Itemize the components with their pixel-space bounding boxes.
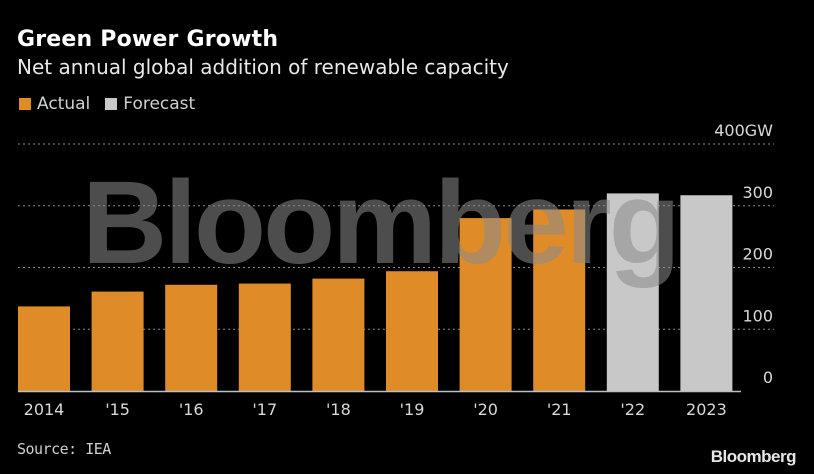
bar-forecast <box>680 195 733 391</box>
x-tick-label: '16 <box>179 400 204 419</box>
x-tick-label: '19 <box>400 400 425 419</box>
x-tick-label: 2023 <box>686 400 727 419</box>
bar-actual <box>459 218 512 391</box>
legend-label-actual: Actual <box>37 94 91 114</box>
x-tick-label: '22 <box>620 400 645 419</box>
x-tick-label: '21 <box>547 400 572 419</box>
bar-actual <box>312 278 365 391</box>
y-tick-label: 300 <box>742 183 773 202</box>
y-tick-label: 100 <box>742 306 773 325</box>
bar-actual <box>533 209 586 391</box>
legend-item-actual: Actual <box>19 94 90 114</box>
legend-swatch-forecast <box>105 98 118 110</box>
bar-forecast <box>606 193 659 391</box>
legend-swatch-actual <box>19 98 31 110</box>
bar-actual <box>18 306 70 391</box>
x-tick-label: '20 <box>473 400 498 419</box>
legend-item-forecast: Forecast <box>105 94 195 114</box>
bar-actual <box>238 283 291 391</box>
bar-actual <box>165 284 218 391</box>
x-tick-label: '17 <box>252 400 277 419</box>
y-tick-label: 400GW <box>714 121 773 140</box>
source-note: Source: IEA <box>17 440 111 458</box>
bar-actual <box>91 291 144 391</box>
bar-actual <box>386 271 438 391</box>
bloomberg-logo: Bloomberg <box>710 447 797 466</box>
watermark: Bloomberg <box>82 157 678 289</box>
y-tick-label: 0 <box>763 368 773 387</box>
legend-label-forecast: Forecast <box>123 94 196 114</box>
y-tick-label: 200 <box>742 245 773 264</box>
y-axis-ticks: 0 100 200 300 400GW <box>714 121 773 387</box>
chart-title: Green Power Growth <box>17 27 279 52</box>
bars <box>18 193 733 391</box>
x-tick-label: '15 <box>105 400 130 419</box>
legend: Actual Forecast <box>19 94 210 114</box>
x-tick-label: 2014 <box>24 400 65 419</box>
x-tick-label: '18 <box>326 400 351 419</box>
chart-subtitle: Net annual global addition of renewable … <box>17 55 509 79</box>
x-axis-ticks: 2014 '15 '16 '17 '18 '19 '20 '21 '22 2023 <box>24 400 727 419</box>
